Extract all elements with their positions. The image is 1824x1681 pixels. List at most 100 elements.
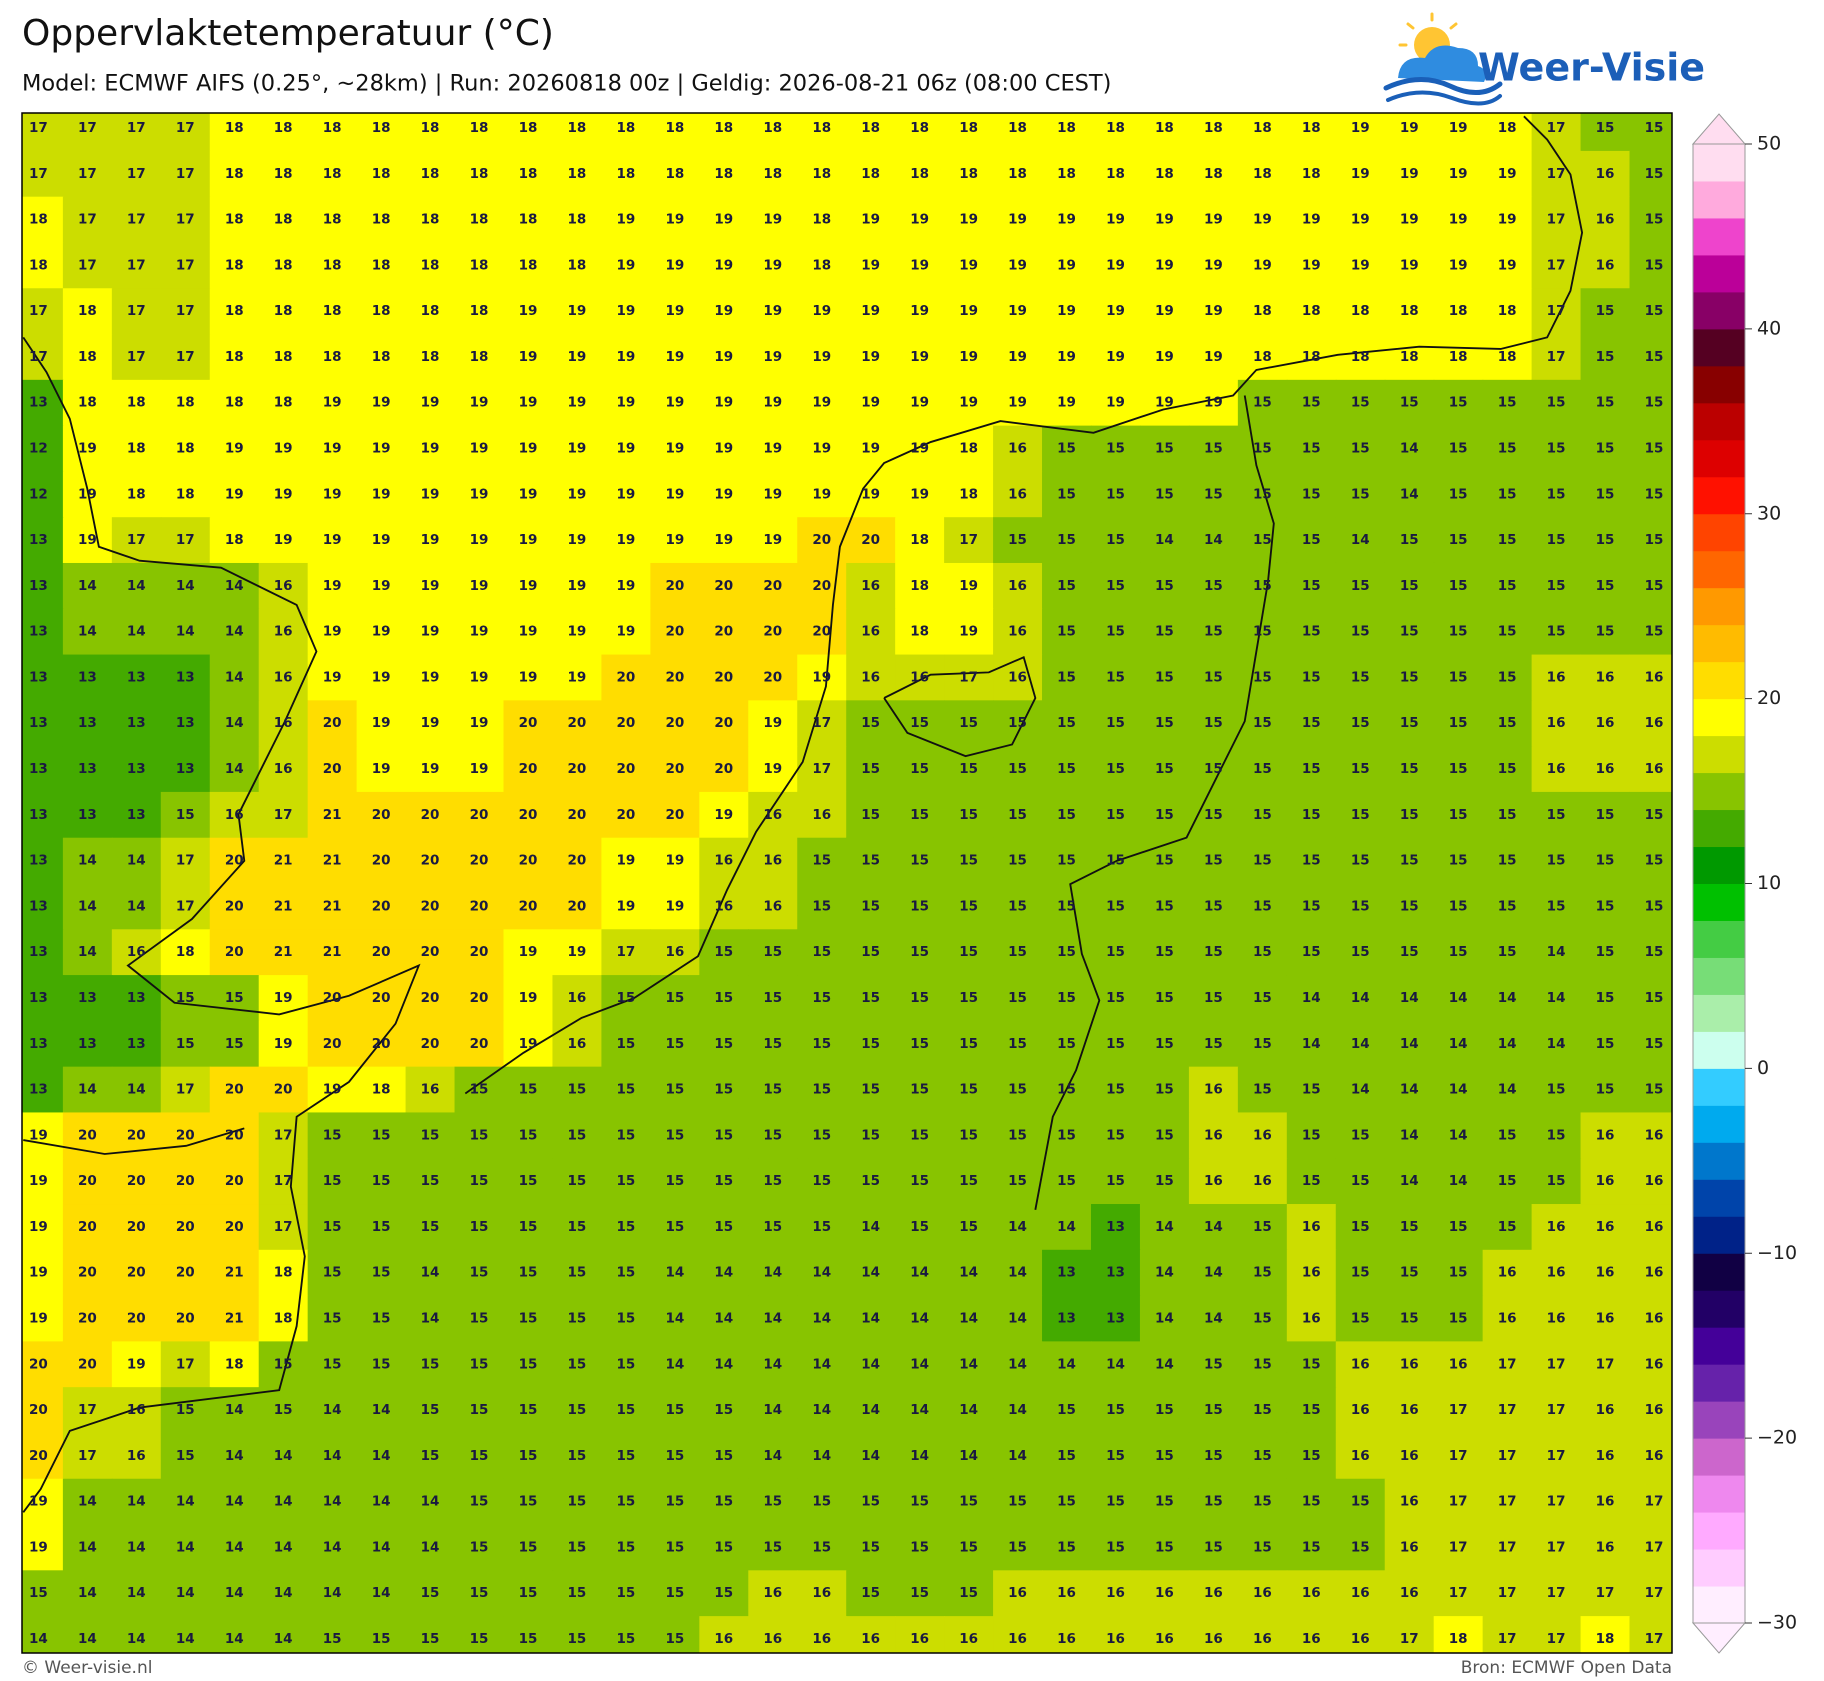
temperature-cell (22, 1112, 64, 1159)
temperature-label: 16 (714, 898, 733, 914)
temperature-cell (1286, 654, 1337, 701)
temperature-cell (1629, 608, 1672, 656)
temperature-cell (601, 379, 651, 427)
temperature-cell (993, 746, 1043, 793)
temperature-label: 15 (1155, 1494, 1174, 1510)
temperature-cell (944, 975, 994, 1022)
temperature-cell (1580, 1341, 1631, 1388)
temperature-label: 15 (1547, 486, 1566, 502)
temperature-label: 16 (1008, 624, 1027, 640)
temperature-cell (601, 1158, 651, 1205)
temperature-label: 15 (1645, 532, 1664, 548)
temperature-label: 15 (519, 1082, 538, 1098)
temperature-label: 18 (1449, 349, 1468, 365)
temperature-cell (111, 113, 162, 152)
temperature-cell (62, 975, 113, 1022)
temperature-cell (405, 1524, 456, 1571)
temperature-label: 15 (470, 1310, 489, 1326)
temperature-label: 18 (910, 578, 929, 594)
temperature-cell (258, 113, 309, 152)
temperature-cell (552, 1478, 603, 1526)
temperature-cell (454, 654, 505, 701)
temperature-label: 15 (812, 944, 831, 960)
temperature-label: 19 (470, 624, 489, 640)
temperature-label: 15 (1596, 1036, 1615, 1052)
temperature-cell (1433, 1112, 1484, 1159)
temperature-label: 15 (1498, 1219, 1517, 1235)
temperature-cell (1629, 425, 1672, 473)
temperature-label: 20 (225, 1173, 244, 1189)
temperature-label: 14 (1498, 1082, 1517, 1098)
temperature-label: 14 (1400, 1127, 1419, 1143)
temperature-label: 14 (763, 1265, 782, 1281)
temperature-label: 15 (910, 853, 929, 869)
temperature-cell (1139, 1616, 1190, 1653)
temperature-cell (1139, 975, 1190, 1022)
temperature-cell (160, 1204, 211, 1251)
colorbar-bin (1693, 476, 1745, 515)
temperature-label: 15 (1645, 853, 1664, 869)
temperature-label: 13 (1106, 1219, 1125, 1235)
temperature-cell (993, 517, 1043, 564)
temperature-label: 15 (1302, 1127, 1321, 1143)
temperature-cell (1384, 379, 1435, 427)
temperature-label: 15 (665, 1127, 684, 1143)
temperature-cell (797, 113, 847, 152)
temperature-label: 15 (616, 1082, 635, 1098)
temperature-cell (552, 1616, 603, 1653)
temperature-cell (307, 1249, 358, 1297)
temperature-label: 15 (1057, 1036, 1076, 1052)
temperature-cell (699, 1295, 749, 1342)
temperature-label: 18 (372, 349, 391, 365)
temperature-label: 15 (1302, 395, 1321, 411)
temperature-label: 15 (1547, 395, 1566, 411)
temperature-label: 19 (616, 395, 635, 411)
temperature-label: 15 (1351, 1494, 1370, 1510)
temperature-label: 17 (1547, 1494, 1566, 1510)
temperature-label: 19 (519, 441, 538, 457)
temperature-label: 17 (1645, 1494, 1664, 1510)
temperature-label: 18 (323, 166, 342, 182)
colorbar-bin (1693, 328, 1745, 367)
temperature-cell (748, 1387, 798, 1434)
temperature-cell (601, 562, 651, 610)
temperature-label: 18 (127, 395, 146, 411)
temperature-label: 15 (1302, 1082, 1321, 1098)
temperature-cell (160, 837, 211, 885)
temperature-cell (1384, 334, 1435, 381)
temperature-cell (111, 1204, 162, 1251)
temperature-cell (22, 150, 64, 198)
temperature-cell (22, 113, 64, 152)
temperature-cell (846, 1020, 896, 1068)
temperature-cell (307, 654, 358, 701)
temperature-cell (356, 562, 407, 610)
temperature-cell (1188, 1295, 1239, 1342)
temperature-cell (944, 1066, 994, 1114)
temperature-label: 15 (1106, 715, 1125, 731)
temperature-cell (895, 1341, 945, 1388)
temperature-cell (503, 1341, 554, 1388)
temperature-label: 15 (959, 715, 978, 731)
temperature-cell (1433, 562, 1484, 610)
temperature-cell (699, 746, 749, 793)
temperature-label: 18 (421, 303, 440, 319)
temperature-cell (1384, 1524, 1435, 1571)
temperature-label: 15 (1351, 1265, 1370, 1281)
temperature-cell (797, 837, 847, 885)
temperature-cell (405, 562, 456, 610)
temperature-label: 20 (78, 1356, 97, 1372)
temperature-label: 20 (714, 624, 733, 640)
temperature-label: 18 (176, 441, 195, 457)
temperature-label: 15 (470, 1494, 489, 1510)
temperature-cell (699, 975, 749, 1022)
temperature-cell (1188, 837, 1239, 885)
temperature-label: 15 (1106, 624, 1125, 640)
temperature-cell (503, 1158, 554, 1205)
temperature-cell (846, 1478, 896, 1526)
temperature-cell (356, 654, 407, 701)
temperature-label: 18 (274, 120, 293, 136)
temperature-label: 15 (1498, 441, 1517, 457)
temperature-label: 18 (225, 212, 244, 228)
temperature-label: 14 (1204, 1310, 1223, 1326)
temperature-cell (1090, 288, 1141, 335)
